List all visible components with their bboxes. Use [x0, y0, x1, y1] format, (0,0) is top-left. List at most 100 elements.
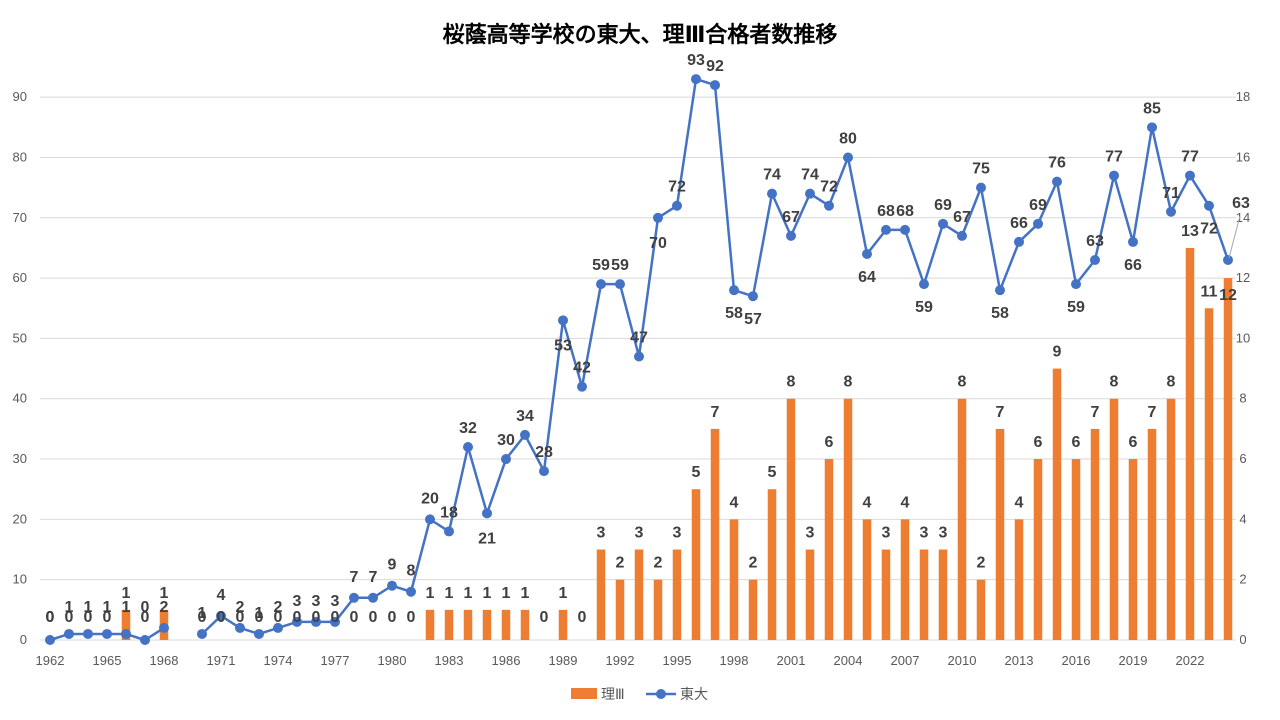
- line-point: [1090, 255, 1100, 266]
- bar: [729, 519, 739, 640]
- bar-data-label: 0: [198, 609, 207, 626]
- line-data-label: 59: [1067, 299, 1085, 316]
- line-point: [843, 152, 853, 163]
- right-axis-tick-label: 12: [1236, 270, 1250, 285]
- line-data-label: 1: [122, 599, 131, 616]
- line-point: [292, 616, 302, 627]
- line-data-label: 1: [65, 599, 74, 616]
- line-point: [824, 200, 834, 211]
- line-point: [995, 285, 1005, 296]
- bar: [805, 549, 815, 640]
- bar-data-label: 11: [1201, 283, 1218, 300]
- x-axis-tick-label: 1980: [378, 653, 407, 668]
- bar: [976, 579, 986, 640]
- bar: [862, 519, 872, 640]
- bar: [444, 609, 454, 640]
- bar-data-label: 0: [540, 609, 549, 626]
- bar: [957, 398, 967, 640]
- line-point: [653, 212, 663, 223]
- bar: [786, 398, 796, 640]
- bar-data-label: 7: [711, 404, 720, 421]
- line-point: [596, 279, 606, 290]
- bar-data-label: 1: [122, 585, 131, 602]
- line-data-label: 66: [1124, 257, 1142, 274]
- x-axis-tick-label: 1965: [93, 653, 122, 668]
- line-point: [558, 315, 568, 326]
- line-data-label: 59: [592, 257, 610, 274]
- line-data-label: 64: [858, 269, 876, 286]
- line-point: [1109, 170, 1119, 181]
- leader-line: [1228, 215, 1241, 259]
- line-point: [463, 441, 473, 452]
- bar-data-label: 8: [1110, 374, 1119, 391]
- line-point: [406, 586, 416, 597]
- line-data-label: 3: [331, 593, 340, 610]
- line-data-label: 92: [706, 58, 724, 75]
- bar: [1014, 519, 1024, 640]
- bar: [672, 549, 682, 640]
- line-data-label: 3: [293, 593, 302, 610]
- right-axis-tick-label: 4: [1239, 511, 1246, 526]
- bar-data-label: 0: [236, 609, 245, 626]
- bar: [900, 519, 910, 640]
- left-axis-ticks: 0 10 20 30 40 50 60 70 80 90: [13, 89, 27, 647]
- line-data-label: 58: [725, 305, 743, 322]
- left-axis-tick-label: 0: [20, 632, 27, 647]
- line-data-label: 9: [388, 557, 397, 574]
- x-axis-tick-label: 2013: [1005, 653, 1034, 668]
- bar: [881, 549, 891, 640]
- bar: [520, 609, 530, 640]
- line-point: [900, 224, 910, 235]
- left-axis-tick-label: 70: [13, 210, 27, 225]
- right-axis-tick-label: 16: [1236, 149, 1250, 164]
- line-data-label: 77: [1105, 149, 1123, 166]
- line-point: [976, 182, 986, 193]
- x-axis-tick-label: 1983: [435, 653, 464, 668]
- line-data-label: 20: [421, 490, 439, 507]
- line-data-label: 0: [46, 609, 55, 626]
- right-axis-tick-label: 8: [1239, 391, 1246, 406]
- bar-data-label: 5: [768, 464, 777, 481]
- bar-data-label: 2: [654, 555, 663, 572]
- bar-data-label: 1: [426, 585, 435, 602]
- legend-marker-todai: [656, 689, 666, 699]
- bar-data-label: 1: [464, 585, 473, 602]
- line-data-label: 93: [687, 52, 705, 69]
- right-axis-tick-label: 2: [1239, 572, 1246, 587]
- line-point: [349, 592, 359, 603]
- bar-data-label: 1: [559, 585, 568, 602]
- bar: [1223, 278, 1233, 640]
- bar-data-label: 8: [787, 374, 796, 391]
- bar-data-label: 6: [1034, 434, 1043, 451]
- line-point: [368, 592, 378, 603]
- line-data-label: 75: [972, 161, 990, 178]
- line-point: [710, 80, 720, 91]
- line-point: [1185, 170, 1195, 181]
- x-axis-tick-label: 1968: [150, 653, 179, 668]
- right-axis-tick-label: 14: [1236, 210, 1250, 225]
- line-point: [520, 429, 530, 440]
- x-axis-tick-label: 2022: [1176, 653, 1205, 668]
- bar-data-label: 0: [46, 609, 55, 626]
- line-point: [425, 514, 435, 525]
- bar-data-label: 7: [1091, 404, 1100, 421]
- line-point: [1128, 236, 1138, 247]
- left-axis-tick-label: 50: [13, 330, 27, 345]
- line-point: [387, 580, 397, 591]
- x-axis-tick-label: 1977: [321, 653, 350, 668]
- bar: [558, 609, 568, 640]
- bar-data-label: 7: [996, 404, 1005, 421]
- bar-data-label: 0: [103, 609, 112, 626]
- line-data-label: 1: [255, 605, 264, 622]
- x-axis-tick-label: 2019: [1119, 653, 1148, 668]
- bar-data-label: 7: [1148, 404, 1157, 421]
- bar-data-label: 0: [84, 609, 93, 626]
- bar: [1128, 459, 1138, 640]
- bar-data-label: 3: [882, 525, 891, 542]
- left-axis-tick-label: 40: [13, 391, 27, 406]
- line-data-label: 67: [782, 209, 800, 226]
- x-axis-tick-label: 1989: [549, 653, 578, 668]
- bar-data-label: 4: [730, 494, 739, 511]
- line-data-label: 63: [1086, 233, 1104, 250]
